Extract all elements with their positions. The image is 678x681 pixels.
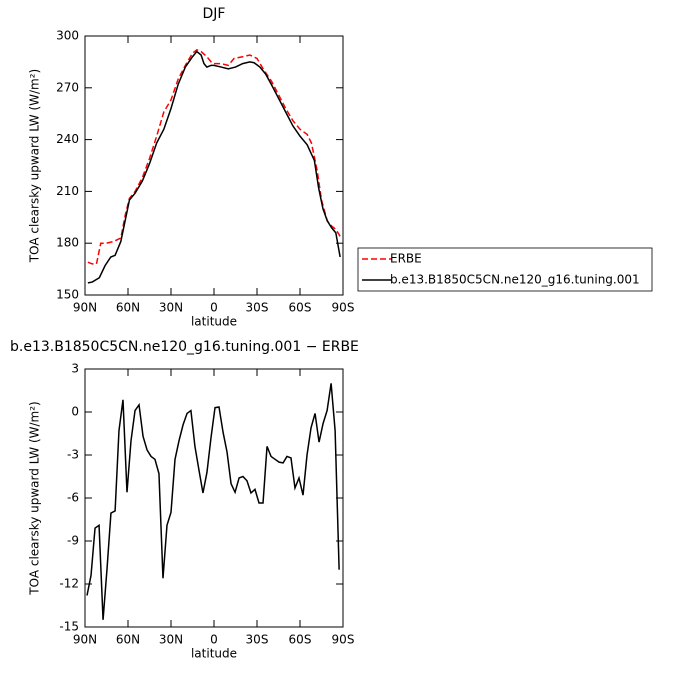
plot-frame: [84, 35, 344, 296]
x-tick-label: 30N: [159, 633, 183, 647]
data-line: [86, 383, 340, 620]
y-tick-label: -12: [59, 577, 79, 591]
x-tick-label: 60S: [289, 633, 312, 647]
legend-box: [357, 247, 653, 292]
y-tick-label: -15: [59, 620, 79, 634]
chart-title: b.e13.B1850C5CN.ne120_g16.tuning.001 − E…: [10, 339, 359, 355]
data-line: [87, 50, 341, 284]
x-tick-label: 60S: [289, 301, 312, 315]
x-tick-label: 0: [210, 633, 218, 647]
y-tick-label: 240: [56, 132, 79, 146]
y-tick-label: -3: [67, 448, 79, 462]
y-tick-label: -9: [67, 534, 79, 548]
x-tick-label: 90N: [73, 633, 97, 647]
x-tick-label: 90S: [332, 633, 355, 647]
x-axis-label: latitude: [191, 315, 237, 329]
y-tick-label: 300: [56, 29, 79, 43]
legend-label: ERBE: [390, 252, 422, 266]
x-tick-label: 30N: [159, 301, 183, 315]
legend-label: b.e13.B1850C5CN.ne120_g16.tuning.001: [390, 273, 640, 287]
x-tick-label: 0: [210, 301, 218, 315]
y-tick-label: 270: [56, 80, 79, 94]
y-tick-label: -6: [67, 491, 79, 505]
x-tick-label: 60N: [116, 301, 140, 315]
y-axis-label: TOA clearsky upward LW (W/m²): [28, 69, 42, 263]
x-tick-label: 30S: [246, 633, 269, 647]
y-tick-label: 210: [56, 184, 79, 198]
y-tick-label: 180: [56, 236, 79, 250]
y-tick-label: 0: [71, 405, 79, 419]
x-tick-label: 30S: [246, 301, 269, 315]
data-line: [87, 48, 341, 265]
x-tick-label: 60N: [116, 633, 140, 647]
x-axis-label: latitude: [191, 647, 237, 661]
y-tick-label: 3: [71, 362, 79, 376]
x-tick-label: 90S: [332, 301, 355, 315]
chart-title: DJF: [203, 6, 226, 22]
x-tick-label: 90N: [73, 301, 97, 315]
y-tick-label: 150: [56, 288, 79, 302]
y-axis-label: TOA clearsky upward LW (W/m²): [28, 401, 42, 595]
